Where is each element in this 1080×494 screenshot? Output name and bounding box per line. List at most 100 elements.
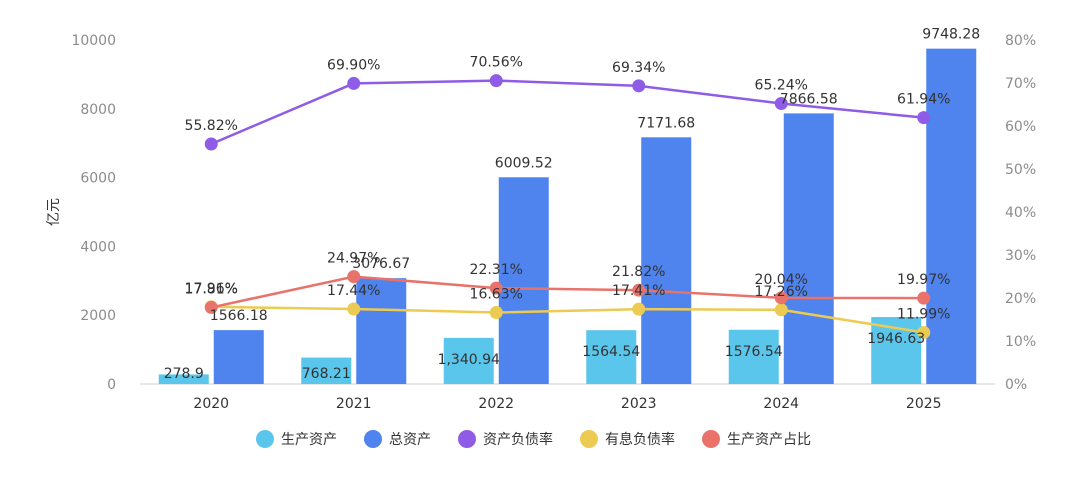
point-label-有息负债率: 17.41% xyxy=(612,283,665,299)
bars xyxy=(158,48,977,384)
y-right-tick-label: 70% xyxy=(1005,76,1036,92)
point-资产负债率 xyxy=(347,76,361,90)
bar-label-生产资产: 768.21 xyxy=(302,366,351,382)
bar-label-总资产: 9748.28 xyxy=(922,27,980,43)
point-label-有息负债率: 17.96% xyxy=(185,281,238,297)
line-资产负债率 xyxy=(210,79,924,146)
y-left-tick-label: 4000 xyxy=(80,239,116,255)
legend[interactable]: 生产资产 总资产 资产负债率 有息负债率 生产资产占比 xyxy=(256,430,811,448)
x-tick-label: 2021 xyxy=(336,396,372,412)
bar-label-生产资产: 1,340.94 xyxy=(438,352,500,368)
point-label-有息负债率: 11.99% xyxy=(897,306,950,322)
bar-生产资产 xyxy=(158,374,209,384)
legend-marker xyxy=(458,430,476,448)
point-label-资产负债率: 69.90% xyxy=(327,57,380,73)
lines xyxy=(204,74,931,339)
legend-label: 总资产 xyxy=(389,432,431,448)
legend-label: 有息负债率 xyxy=(605,431,675,448)
bar-label-生产资产: 278.9 xyxy=(164,366,204,382)
bar-label-总资产: 1566.18 xyxy=(210,308,268,324)
point-生产资产占比 xyxy=(489,281,503,295)
point-label-有息负债率: 17.26% xyxy=(755,284,808,300)
bar-总资产 xyxy=(213,330,264,384)
bar-label-总资产: 7171.68 xyxy=(637,115,695,131)
y-right-tick-label: 40% xyxy=(1005,205,1036,221)
point-label-生产资产占比: 21.82% xyxy=(612,264,665,280)
x-tick-label: 2024 xyxy=(763,396,799,412)
point-资产负债率 xyxy=(204,137,218,151)
y-left-tick-label: 10000 xyxy=(71,33,116,49)
bar-label-总资产: 7866.58 xyxy=(780,91,838,107)
legend-label: 生产资产占比 xyxy=(727,432,811,448)
legend-label: 资产负债率 xyxy=(483,431,553,448)
y-right-tick-label: 60% xyxy=(1005,119,1036,135)
x-tick-label: 2022 xyxy=(478,396,514,412)
legend-marker xyxy=(364,430,382,448)
point-label-生产资产占比: 22.31% xyxy=(470,262,523,278)
point-label-资产负债率: 65.24% xyxy=(755,77,808,93)
point-label-资产负债率: 61.94% xyxy=(897,92,950,108)
data-labels: 278.9 768.21 1,340.94 1564.54 1576.54 1946.63… xyxy=(164,27,981,382)
line-生产资产占比 xyxy=(210,275,924,309)
line-有息负债率 xyxy=(211,305,924,334)
point-label-生产资产占比: 19.97% xyxy=(897,272,950,288)
point-有息负债率 xyxy=(489,305,503,319)
point-label-资产负债率: 55.82% xyxy=(185,118,238,134)
bar-label-生产资产: 1564.54 xyxy=(582,344,640,360)
point-资产负债率 xyxy=(632,79,646,93)
point-有息负债率 xyxy=(917,325,931,339)
point-生产资产占比 xyxy=(774,291,788,305)
y-right-tick-label: 0% xyxy=(1005,377,1027,393)
legend-item-总资产[interactable]: 总资产 xyxy=(364,430,431,448)
bar-生产资产 xyxy=(728,329,779,384)
x-tick-label: 2023 xyxy=(621,396,657,412)
legend-item-有息负债率[interactable]: 有息负债率 xyxy=(580,430,675,448)
bar-生产资产 xyxy=(443,337,494,384)
bar-总资产 xyxy=(926,48,977,384)
y-left-tick-label: 0 xyxy=(107,377,116,393)
point-生产资产占比 xyxy=(347,270,361,284)
point-生产资产占比 xyxy=(204,300,218,314)
bar-总资产 xyxy=(641,137,692,384)
point-有息负债率 xyxy=(774,303,788,317)
bar-生产资产 xyxy=(586,330,637,384)
legend-label: 生产资产 xyxy=(281,432,337,448)
bar-label-生产资产: 1946.63 xyxy=(867,331,925,347)
y-left-tick-label: 8000 xyxy=(80,102,116,118)
bar-label-总资产: 3076.67 xyxy=(352,256,410,272)
legend-marker xyxy=(580,430,598,448)
y-right-tick-label: 50% xyxy=(1005,162,1036,178)
point-生产资产占比 xyxy=(917,291,931,305)
x-tick-label: 2020 xyxy=(193,396,229,412)
point-生产资产占比 xyxy=(632,283,646,297)
point-label-有息负债率: 16.63% xyxy=(470,286,523,302)
legend-marker xyxy=(702,430,720,448)
bar-label-总资产: 6009.52 xyxy=(495,155,553,171)
y-right-tick-label: 80% xyxy=(1005,33,1036,49)
y-left-tick-label: 6000 xyxy=(80,171,116,187)
x-tick-label: 2025 xyxy=(906,396,942,412)
bar-总资产 xyxy=(783,113,834,384)
legend-item-生产资产[interactable]: 生产资产 xyxy=(256,430,337,448)
point-label-生产资产占比: 20.04% xyxy=(755,272,808,288)
point-有息负债率 xyxy=(347,302,361,316)
legend-item-资产负债率[interactable]: 资产负债率 xyxy=(458,430,553,448)
point-label-生产资产占比: 17.81% xyxy=(185,281,238,297)
point-label-生产资产占比: 24.97% xyxy=(327,251,380,267)
point-资产负债率 xyxy=(774,96,788,110)
legend-marker xyxy=(256,430,274,448)
point-资产负债率 xyxy=(917,111,931,125)
point-label-资产负债率: 70.56% xyxy=(470,55,523,71)
y-right-tick-label: 10% xyxy=(1005,334,1036,350)
y-right-tick-label: 30% xyxy=(1005,248,1036,264)
point-有息负债率 xyxy=(632,302,646,316)
legend-item-生产资产占比[interactable]: 生产资产占比 xyxy=(702,430,811,448)
bar-总资产 xyxy=(356,278,407,384)
axes: 0 2000 4000 6000 8000 10000 0% 10% 20% 30% 40% 50% 6… xyxy=(46,33,1036,412)
y-left-axis-title: 亿元 xyxy=(46,198,62,226)
point-资产负债率 xyxy=(489,74,503,88)
bar-生产资产 xyxy=(301,357,352,384)
bar-label-生产资产: 1576.54 xyxy=(725,344,783,360)
point-label-有息负债率: 17.44% xyxy=(327,283,380,299)
